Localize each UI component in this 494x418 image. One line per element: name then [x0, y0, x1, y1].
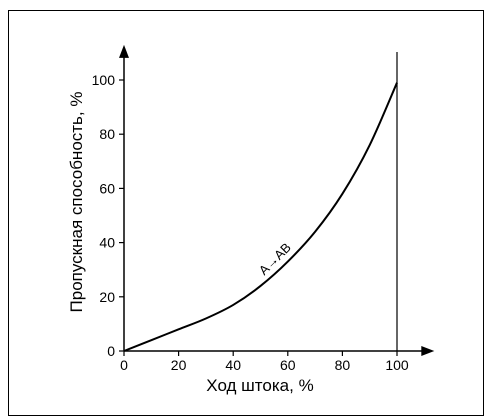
y-tick-label: 40: [99, 235, 115, 251]
y-axis-arrow-icon: [119, 44, 129, 58]
ticks: 0 20 40 60 80 100 0 20 40 60 80 100: [92, 72, 409, 373]
x-tick-label: 0: [120, 357, 128, 373]
y-axis-label: Пропускная способность, %: [67, 92, 86, 313]
series-line-0: [123, 82, 398, 352]
x-tick-label: 100: [385, 357, 409, 373]
x-tick-label: 80: [335, 357, 351, 373]
y-tick-label: 100: [92, 72, 116, 88]
curve-label: A→AB: [256, 240, 294, 278]
chart-frame: [8, 10, 484, 416]
y-tick-label: 60: [99, 180, 115, 196]
y-tick-label: 80: [99, 126, 115, 142]
x-tick-label: 40: [225, 357, 241, 373]
y-tick-label: 20: [99, 289, 115, 305]
x-tick-label: 60: [280, 357, 296, 373]
x-axis-label: Ход штока, %: [206, 376, 313, 395]
y-tick-label: 0: [107, 343, 115, 359]
x-axis-arrow-icon: [421, 346, 435, 356]
series-layer: [123, 82, 398, 352]
axes: [119, 44, 435, 356]
x-tick-label: 20: [171, 357, 187, 373]
